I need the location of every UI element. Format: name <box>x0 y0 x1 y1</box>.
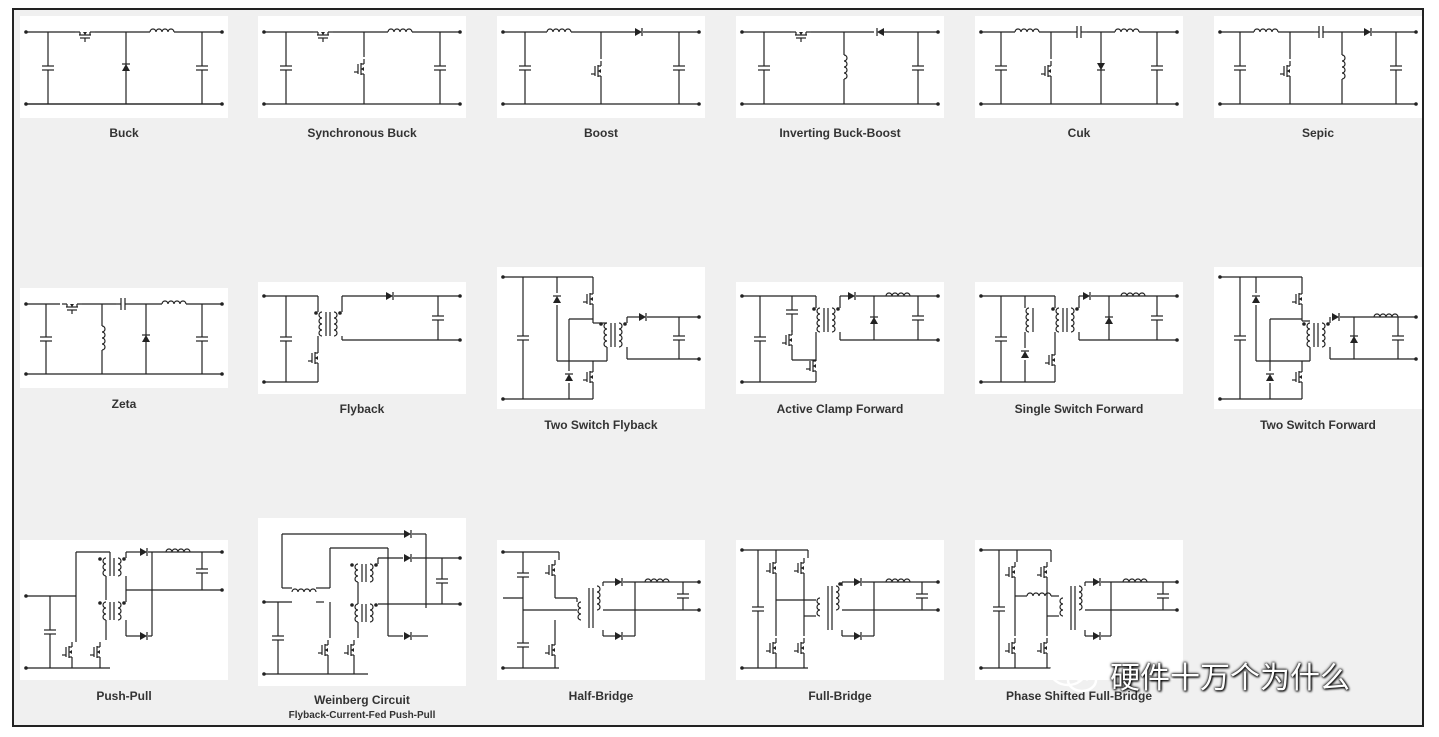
schematic-flyback <box>258 282 466 394</box>
topology-label: Synchronous Buck <box>307 126 417 140</box>
topology-label: Boost <box>584 126 618 140</box>
schematic-buck <box>20 16 228 118</box>
schematic-full-bridge <box>736 540 944 680</box>
schematic-phase-shifted-full-bridge <box>975 540 1183 680</box>
topology-label: Half-Bridge <box>568 689 634 703</box>
topology-single-switch-forward: Single Switch Forward <box>975 282 1183 432</box>
schematic-synchronous-buck <box>258 16 466 118</box>
topology-label: Full-Bridge <box>808 689 872 703</box>
topology-label: Flyback <box>339 402 385 416</box>
topology-label: Two Switch Flyback <box>544 418 658 432</box>
topology-label: Cuk <box>1067 126 1091 140</box>
watermark: 硬件十万个为什么 <box>1046 654 1350 696</box>
topology-inverting-buck-boost: Inverting Buck-Boost <box>736 16 944 156</box>
topology-weinberg-circuit: Weinberg Circuit Flyback-Current-Fed Push… <box>258 518 466 723</box>
topology-full-bridge: Full-Bridge <box>736 540 944 719</box>
topology-zeta: Zeta <box>20 288 228 427</box>
schematic-two-switch-flyback <box>497 267 705 409</box>
topology-half-bridge: Half-Bridge <box>497 540 705 719</box>
schematic-cuk <box>975 16 1183 118</box>
topology-two-switch-forward: Two Switch Forward <box>1214 267 1422 448</box>
topology-label: Two Switch Forward <box>1260 418 1376 432</box>
topology-flyback: Flyback <box>258 282 466 432</box>
schematic-boost <box>497 16 705 118</box>
topology-label: Inverting Buck-Boost <box>779 126 901 140</box>
topology-sepic: Sepic <box>1214 16 1422 156</box>
topology-sublabel: Flyback-Current-Fed Push-Pull <box>288 710 436 721</box>
topology-label: Push-Pull <box>96 689 152 703</box>
topology-label: Phase Shifted Full-Bridge <box>1005 689 1152 703</box>
watermark-text: 硬件十万个为什么 <box>1110 661 1350 696</box>
topology-push-pull: Push-Pull <box>20 540 228 719</box>
schematic-half-bridge <box>497 540 705 680</box>
topology-two-switch-flyback: Two Switch Flyback <box>497 267 705 448</box>
topology-buck: Buck <box>20 16 228 156</box>
topology-label: Active Clamp Forward <box>776 402 904 416</box>
topology-active-clamp-forward: Active Clamp Forward <box>736 282 944 432</box>
topology-synchronous-buck: Synchronous Buck <box>258 16 466 156</box>
topology-label: Sepic <box>1301 126 1334 140</box>
topology-phase-shifted-full-bridge: Phase Shifted Full-Bridge <box>975 540 1183 719</box>
schematic-sepic <box>1214 16 1422 118</box>
schematic-push-pull <box>20 540 228 680</box>
schematic-single-switch-forward <box>975 282 1183 394</box>
schematic-weinberg-circuit <box>258 518 466 686</box>
topology-label: Buck <box>109 126 139 140</box>
schematic-active-clamp-forward <box>736 282 944 394</box>
schematic-two-switch-forward <box>1214 267 1422 409</box>
schematic-inverting-buck-boost <box>736 16 944 118</box>
topology-cuk: Cuk <box>975 16 1183 156</box>
topology-label: Single Switch Forward <box>1014 402 1144 416</box>
schematic-zeta <box>20 288 228 388</box>
diagram-frame <box>12 8 1424 727</box>
topology-label: Zeta <box>111 397 137 411</box>
wechat-icon <box>1049 657 1098 693</box>
topology-boost: Boost <box>497 16 705 156</box>
topology-label: Weinberg Circuit <box>314 693 410 707</box>
